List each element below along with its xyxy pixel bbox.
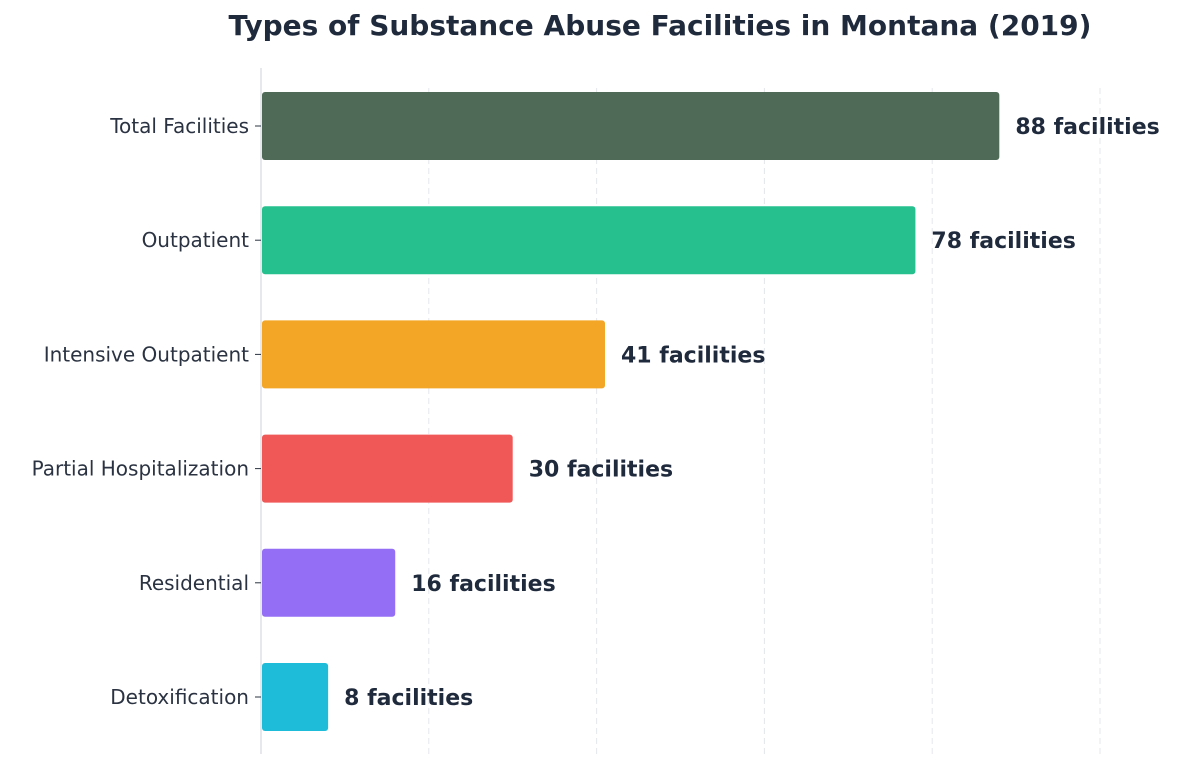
data-label: 78 facilities — [931, 229, 1075, 254]
y-tick-label: Detoxification — [110, 685, 249, 709]
y-tick-label: Intensive Outpatient — [44, 342, 249, 366]
bar — [262, 548, 396, 617]
bar — [262, 663, 329, 731]
y-tick-label: Total Facilities — [109, 114, 249, 138]
chart-title: Types of Substance Abuse Facilities in M… — [228, 9, 1092, 42]
bars — [262, 92, 1000, 731]
data-label: 16 facilities — [411, 572, 555, 597]
data-label: 41 facilities — [621, 343, 765, 368]
y-tick-label: Outpatient — [142, 228, 250, 252]
y-tick-label: Partial Hospitalization — [32, 457, 249, 481]
bar — [262, 92, 1000, 160]
bar — [262, 206, 916, 275]
labels: Total Facilities 88 facilities Outpatient 7… — [32, 114, 1160, 711]
y-tick-label: Residential — [139, 571, 249, 595]
bar — [262, 434, 513, 503]
data-label: 88 facilities — [1015, 115, 1159, 140]
y-axis — [255, 68, 262, 754]
data-label: 30 facilities — [529, 458, 673, 483]
data-label: 8 facilities — [344, 686, 473, 711]
bar — [262, 320, 605, 389]
grid-lines — [428, 88, 1101, 754]
